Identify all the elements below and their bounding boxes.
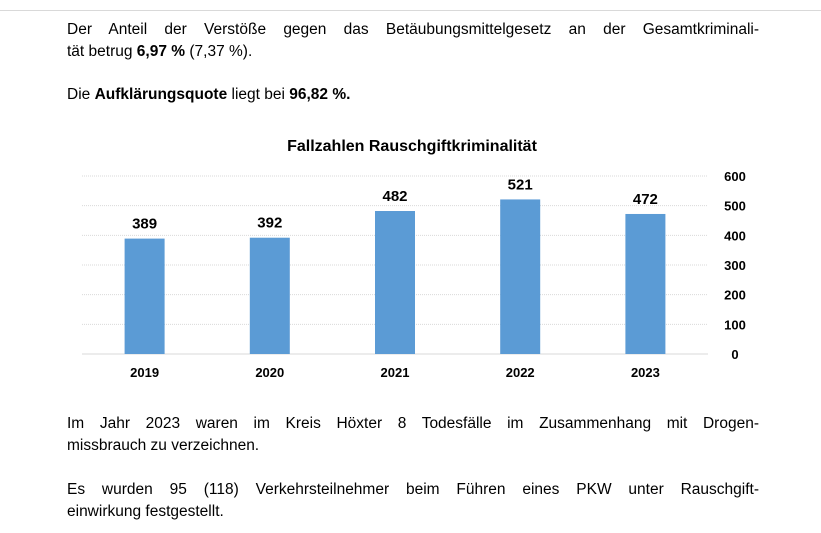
y-tick-label-100: 100 — [724, 317, 746, 332]
paragraph-btm-share-line1: Der Anteil der Verstöße gegen das Betäub… — [67, 21, 759, 38]
y-tick-label-400: 400 — [724, 228, 746, 243]
x-tick-label-2023: 2023 — [631, 365, 660, 380]
bar-2023 — [625, 213, 666, 354]
chart-y-tick-labels: 0 100 200 300 400 500 600 — [724, 169, 746, 362]
paragraph-btm-share-line2: tät betrug 6,97 % (7,37 %). — [67, 41, 759, 63]
bar-2020 — [249, 237, 290, 354]
y-tick-label-500: 500 — [724, 199, 746, 214]
x-tick-label-2021: 2021 — [381, 365, 410, 380]
share-text: tät betrug — [67, 43, 137, 60]
data-label-2020: 392 — [257, 215, 282, 232]
share-previous: (7,37 %). — [185, 43, 253, 60]
traffic-drivers-line2: einwirkung festgestellt. — [67, 503, 224, 520]
clearance-term: Aufklärungsquote — [94, 86, 228, 103]
x-tick-label-2019: 2019 — [130, 365, 159, 380]
clearance-value: 96,82 %. — [289, 86, 351, 103]
chart-title: Fallzahlen Rauschgiftkriminalität — [287, 138, 538, 155]
bar-2022 — [500, 199, 541, 354]
bar-2019 — [124, 238, 165, 354]
data-label-2021: 482 — [382, 188, 407, 205]
clearance-text-mid: liegt bei — [227, 86, 290, 103]
data-label-2019: 389 — [132, 216, 157, 233]
bar-2021 — [375, 211, 415, 354]
paragraph-clearance-rate: Die Aufklärungsquote liegt bei 96,82 %. — [67, 84, 759, 106]
data-label-2023: 472 — [633, 191, 658, 208]
paragraph-drug-deaths: Im Jahr 2023 waren im Kreis Höxter 8 Tod… — [67, 413, 759, 457]
drug-deaths-line1: Im Jahr 2023 waren im Kreis Höxter 8 Tod… — [67, 415, 759, 432]
chart-data-labels: 389 392 482 521 472 — [132, 176, 658, 232]
y-tick-label-200: 200 — [724, 288, 746, 303]
drug-crime-bar-chart: Fallzahlen Rauschgiftkriminalität 389 392… — [82, 138, 746, 380]
top-divider — [0, 10, 821, 11]
y-tick-label-600: 600 — [724, 169, 746, 184]
y-tick-label-300: 300 — [724, 258, 746, 273]
share-value: 6,97 % — [136, 43, 186, 60]
clearance-text-pre: Die — [67, 86, 95, 103]
data-label-2022: 521 — [508, 176, 533, 193]
paragraph-btm-share: Der Anteil der Verstöße gegen das Betäub… — [67, 19, 759, 63]
chart-bars — [124, 199, 666, 354]
traffic-drivers-line1: Es wurden 95 (118) Verkehrsteilnehmer be… — [67, 481, 759, 498]
y-tick-label-0: 0 — [731, 347, 738, 362]
x-tick-label-2020: 2020 — [255, 365, 284, 380]
drug-deaths-line2: missbrauch zu verzeichnen. — [67, 437, 260, 454]
paragraph-traffic-drivers: Es wurden 95 (118) Verkehrsteilnehmer be… — [67, 479, 759, 523]
chart-x-tick-labels: 2019 2020 2021 2022 2023 — [130, 365, 660, 380]
clearance-line: Die Aufklärungsquote liegt bei 96,82 %. — [67, 84, 759, 106]
x-tick-label-2022: 2022 — [506, 365, 535, 380]
